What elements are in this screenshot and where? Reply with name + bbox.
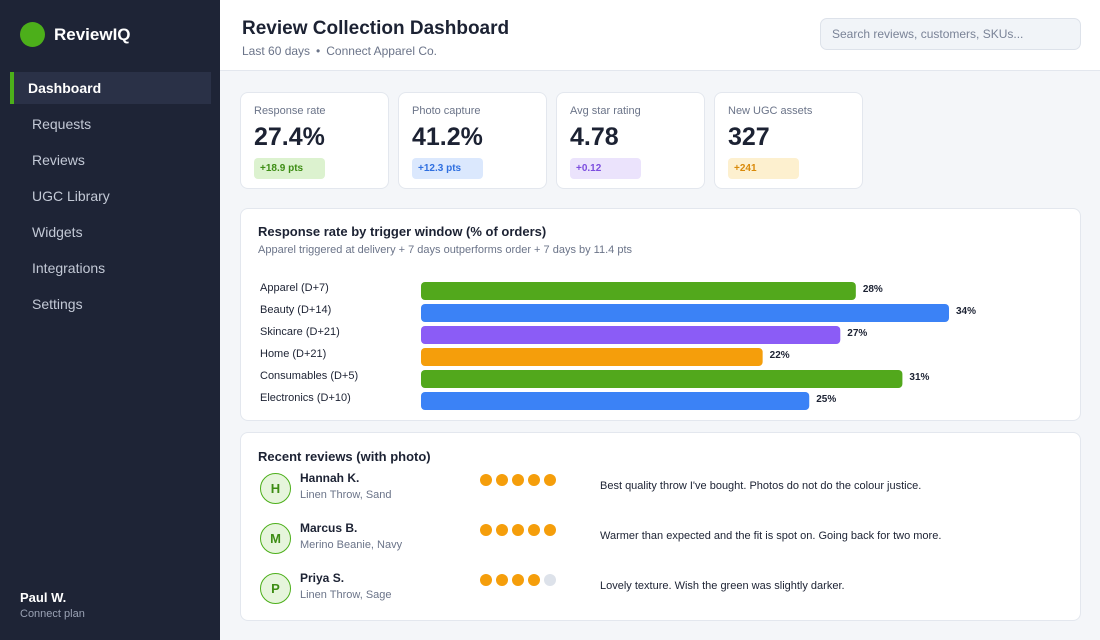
reviewer-name: Priya S. <box>300 571 345 585</box>
sidebar-item-widgets[interactable]: Widgets <box>32 224 83 240</box>
brand-logo-icon <box>20 22 45 47</box>
kpi-label: Response rate <box>254 105 326 117</box>
review-text: Lovely texture. Wish the green was sligh… <box>600 580 845 592</box>
star-filled-icon <box>496 574 508 586</box>
subtitle-separator: • <box>316 44 321 58</box>
sidebar-nav: Dashboard Requests Reviews UGC Library W… <box>10 72 211 324</box>
kpi-delta-badge: +12.3 pts <box>412 158 483 179</box>
kpi-value: 4.78 <box>570 123 619 151</box>
kpi-delta-badge: +241 <box>728 158 799 179</box>
kpi-label: New UGC assets <box>728 105 813 117</box>
bar[interactable] <box>421 348 763 366</box>
bar[interactable] <box>421 304 949 322</box>
review-product: Linen Throw, Sage <box>300 589 392 601</box>
star-rating <box>480 474 560 486</box>
kpi-value: 327 <box>728 123 770 151</box>
kpi-card-new-ugc-assets: New UGC assets 327 +241 <box>714 92 863 189</box>
bar-category-label: Skincare (D+21) <box>260 326 340 338</box>
search-input[interactable] <box>820 18 1081 50</box>
response-rate-bar-chart: Apparel (D+7) 28% Beauty (D+14) 34% Skincare… <box>260 282 976 410</box>
kpi-card-avg-star-rating: Avg star rating 4.78 +0.12 <box>556 92 705 189</box>
sidebar-item-dashboard[interactable]: Dashboard <box>10 72 211 104</box>
review-row[interactable]: P Priya S. Linen Throw, Sage Lovely texture… <box>258 571 1068 611</box>
review-row[interactable]: M Marcus B. Merino Beanie, Navy Warmer than… <box>258 521 1068 561</box>
bar-category-label: Home (D+21) <box>260 348 326 360</box>
star-filled-icon <box>528 574 540 586</box>
star-filled-icon <box>544 524 556 536</box>
review-text: Best quality throw I've bought. Photos d… <box>600 480 922 492</box>
avatar: M <box>260 523 291 554</box>
bar-category-label: Consumables (D+5) <box>260 370 358 382</box>
star-filled-icon <box>480 524 492 536</box>
bar-category-label: Apparel (D+7) <box>260 282 329 294</box>
star-filled-icon <box>544 474 556 486</box>
star-filled-icon <box>512 474 524 486</box>
user-plan: Connect plan <box>20 608 85 620</box>
review-text: Warmer than expected and the fit is spot… <box>600 530 942 542</box>
star-rating <box>480 574 560 586</box>
star-filled-icon <box>512 524 524 536</box>
star-filled-icon <box>528 474 540 486</box>
bar-value-label: 27% <box>847 328 867 339</box>
kpi-delta-badge: +18.9 pts <box>254 158 325 179</box>
star-filled-icon <box>480 574 492 586</box>
star-filled-icon <box>496 524 508 536</box>
account-name: Connect Apparel Co. <box>326 44 437 58</box>
sidebar-item-settings[interactable]: Settings <box>32 296 83 312</box>
recent-reviews-card: Recent reviews (with photo) H Hannah K. Li… <box>240 432 1081 621</box>
bar-value-label: 25% <box>816 394 836 405</box>
sidebar-item-integrations[interactable]: Integrations <box>32 260 106 276</box>
response-rate-chart-card: Apparel (D+7) 28% Beauty (D+14) 34% Skincare… <box>240 208 1081 421</box>
star-filled-icon <box>496 474 508 486</box>
header: Review Collection Dashboard Last 60 days… <box>220 0 1100 71</box>
sidebar: ReviewIQ Dashboard Requests Reviews UGC … <box>0 0 220 640</box>
bar-category-label: Electronics (D+10) <box>260 392 351 404</box>
star-empty-icon <box>544 574 556 586</box>
user-profile[interactable]: Paul W. Connect plan <box>20 590 85 620</box>
review-row[interactable]: H Hannah K. Linen Throw, Sand Best quality … <box>258 471 1068 511</box>
bar-value-label: 22% <box>770 350 790 361</box>
brand-name: ReviewIQ <box>54 24 131 44</box>
reviews-title: Recent reviews (with photo) <box>258 449 431 464</box>
user-name: Paul W. <box>20 590 67 605</box>
star-rating <box>480 524 560 536</box>
bar-value-label: 34% <box>956 306 976 317</box>
kpi-value: 41.2% <box>412 123 483 151</box>
kpi-label: Avg star rating <box>570 105 641 117</box>
kpi-card-photo-capture: Photo capture 41.2% +12.3 pts <box>398 92 547 189</box>
bar[interactable] <box>421 326 841 344</box>
chart-subtitle: Apparel triggered at delivery + 7 days o… <box>258 244 632 256</box>
brand[interactable]: ReviewIQ <box>20 22 131 47</box>
bar[interactable] <box>421 392 810 410</box>
reviewer-name: Marcus B. <box>300 521 358 535</box>
kpi-label: Photo capture <box>412 105 481 117</box>
bar[interactable] <box>421 282 856 300</box>
sidebar-item-reviews[interactable]: Reviews <box>32 152 85 168</box>
kpi-card-response-rate: Response rate 27.4% +18.9 pts <box>240 92 389 189</box>
review-product: Linen Throw, Sand <box>300 489 392 501</box>
bar[interactable] <box>421 370 903 388</box>
sidebar-item-ugc-library[interactable]: UGC Library <box>32 188 110 204</box>
chart-title: Response rate by trigger window (% of or… <box>258 224 547 239</box>
star-filled-icon <box>512 574 524 586</box>
bar-value-label: 28% <box>863 284 883 295</box>
avatar: H <box>260 473 291 504</box>
period-label: Last 60 days <box>242 44 311 58</box>
page-subtitle: Last 60 days • Connect Apparel Co. <box>242 44 437 58</box>
bar-value-label: 31% <box>909 372 929 383</box>
review-product: Merino Beanie, Navy <box>300 539 403 551</box>
star-filled-icon <box>480 474 492 486</box>
page-title: Review Collection Dashboard <box>242 18 510 39</box>
kpi-value: 27.4% <box>254 123 325 151</box>
bar-category-label: Beauty (D+14) <box>260 304 331 316</box>
kpi-delta-badge: +0.12 <box>570 158 641 179</box>
star-filled-icon <box>528 524 540 536</box>
sidebar-item-requests[interactable]: Requests <box>32 116 92 132</box>
reviewer-name: Hannah K. <box>300 471 360 485</box>
avatar: P <box>260 573 291 604</box>
